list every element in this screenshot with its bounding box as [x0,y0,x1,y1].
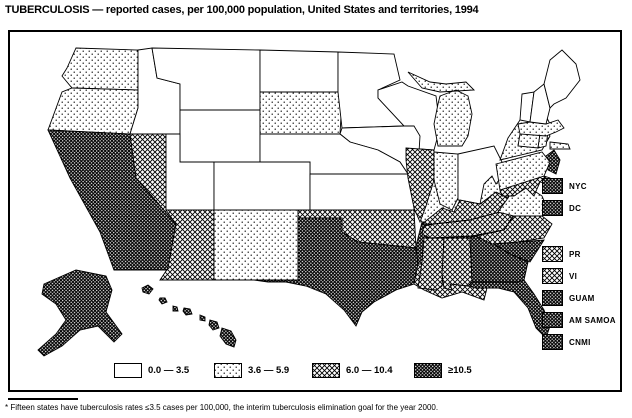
state-or [47,87,139,135]
state-tx [253,217,419,327]
state-nd [259,49,339,93]
state-al [441,237,473,291]
legend-label: 0.0 — 3.5 [148,365,190,376]
legend-item-c1: 0.0 — 3.5 [114,363,189,378]
state-ak [37,269,123,357]
legend-item-c2: 3.6 — 5.9 [214,363,289,378]
state-nm [213,209,299,281]
map-legend: 0.0 — 3.5 3.6 — 5.9 6.0 — 10.4 ≥10.5 [10,363,620,383]
legend-label: ≥10.5 [448,365,472,376]
legend-item-c3: 6.0 — 10.4 [312,363,392,378]
state-sd [259,91,343,135]
state-de [543,175,555,191]
state-wy [179,109,261,163]
state-ct [517,133,541,149]
footnote-rule [8,398,78,400]
state-fl [467,279,551,339]
state-ks [309,173,415,211]
state-pa [495,151,551,191]
legend-swatch [114,363,142,378]
state-hi [141,284,237,348]
figure-title: TUBERCULOSIS — reported cases, per 100,0… [5,4,479,16]
map-frame: NYC DC PR VI GUAM AM SAMOA CNMI 0.0 — 3.5 3.6 —… [8,30,622,392]
footnote: * Fifteen states have tuberculosis rates… [5,403,439,412]
us-map [37,47,581,357]
state-wa [61,47,139,91]
state-nh [529,83,551,125]
legend-item-c4: ≥10.5 [414,363,472,378]
legend-swatch [414,363,442,378]
state-co [213,161,311,211]
legend-swatch [214,363,242,378]
legend-swatch [312,363,340,378]
state-mi [407,71,476,147]
legend-label: 6.0 — 10.4 [346,365,393,376]
state-sc [492,239,545,263]
legend-label: 3.6 — 5.9 [248,365,290,376]
state-tn [421,211,515,239]
state-nc [474,215,553,245]
state-me [543,49,581,109]
